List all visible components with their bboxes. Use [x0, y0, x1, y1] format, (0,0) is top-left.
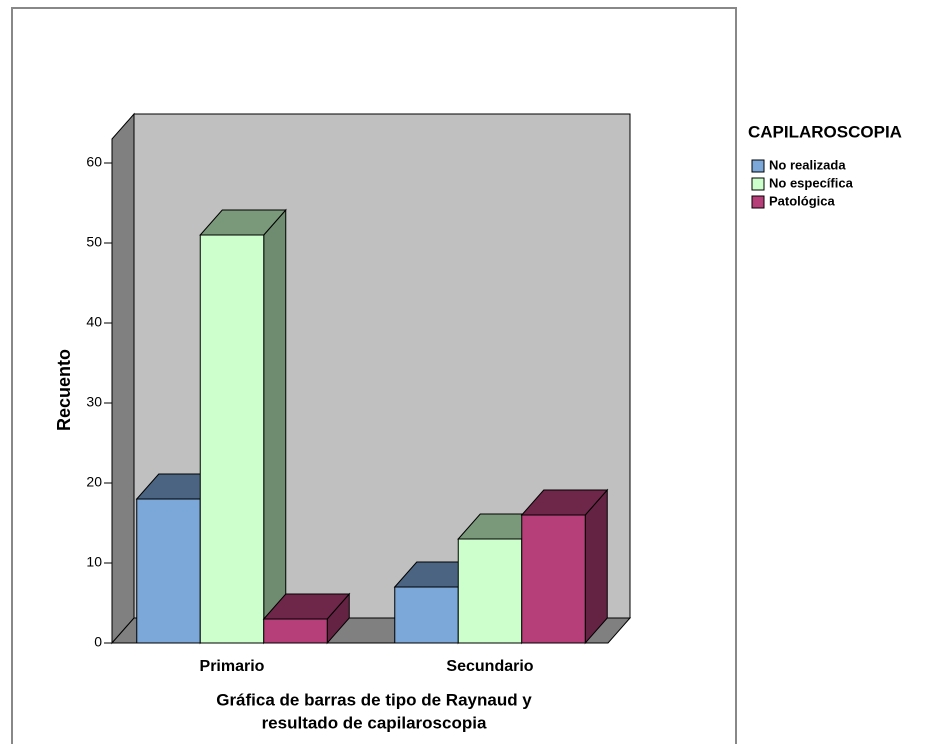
- bar-front: [457, 538, 523, 644]
- x-tick-label: Secundario: [446, 658, 533, 675]
- chart-title: resultado de capilaroscopia: [262, 713, 487, 732]
- legend-swatch: [751, 177, 765, 191]
- bar: [199, 208, 287, 645]
- y-tick-label: 50: [86, 234, 102, 250]
- chart-title: Gráfica de barras de tipo de Raynaud y: [216, 690, 532, 709]
- legend-label: No realizada: [769, 157, 846, 172]
- y-tick-label: 60: [86, 154, 102, 170]
- bar: [262, 592, 351, 645]
- y-tick-label: 10: [86, 554, 102, 570]
- bar-front: [136, 498, 201, 644]
- y-tick-label: 30: [86, 394, 102, 410]
- bar-front: [199, 234, 265, 644]
- y-tick-label: 0: [94, 634, 102, 650]
- y-axis-label: Recuento: [54, 349, 74, 431]
- x-tick-label: Primario: [200, 658, 265, 675]
- legend-label: Patológica: [769, 193, 836, 208]
- y-tick-label: 20: [86, 474, 102, 490]
- bar-side: [584, 488, 608, 645]
- legend-swatch: [751, 195, 765, 209]
- legend-title: CAPILAROSCOPIA: [748, 122, 902, 141]
- left-wall: [111, 112, 135, 645]
- bar-side: [263, 208, 287, 645]
- y-tick-label: 40: [86, 314, 102, 330]
- legend-swatch: [751, 159, 765, 173]
- legend-label: No específica: [769, 175, 854, 190]
- bar-front: [521, 514, 586, 644]
- bar-front: [263, 618, 328, 644]
- bar-front: [394, 586, 459, 644]
- bar: [520, 488, 609, 645]
